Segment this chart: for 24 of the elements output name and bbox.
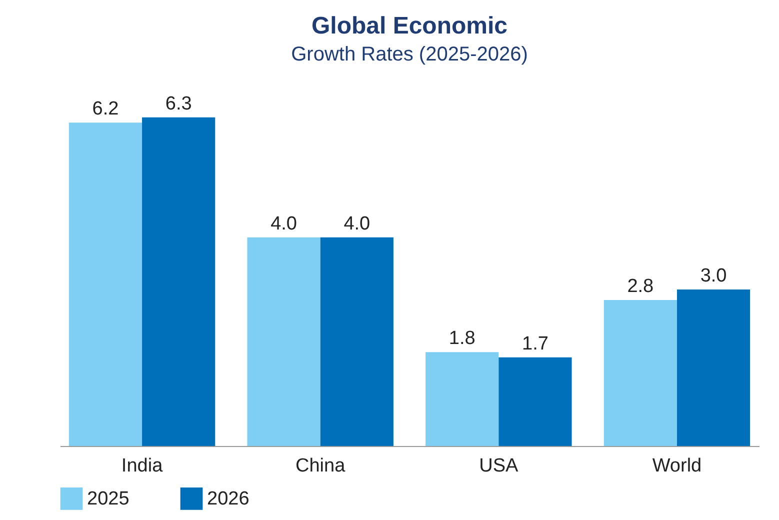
- data-label: 1.8: [448, 328, 476, 350]
- chart-subtitle: Growth Rates (2025-2026): [291, 43, 528, 66]
- bar: [498, 357, 572, 446]
- data-label: 4.0: [270, 213, 297, 234]
- bar: [247, 237, 320, 446]
- x-tick-label: China: [296, 456, 346, 476]
- data-label: 4.0: [344, 213, 370, 234]
- x-tick-label: World: [652, 456, 702, 476]
- x-tick-label: India: [121, 456, 164, 476]
- bar: [604, 300, 677, 446]
- bar: [676, 290, 750, 446]
- chart-title: Global Economic: [311, 12, 508, 40]
- bar: [426, 352, 499, 446]
- x-tick-label: USA: [479, 456, 519, 476]
- bar: [320, 237, 394, 446]
- data-label: 2.8: [627, 276, 654, 297]
- bar: [142, 117, 216, 446]
- legend-label: 2026: [207, 488, 250, 510]
- legend-label: 2025: [87, 488, 130, 510]
- bar: [68, 122, 142, 446]
- data-label: 1.7: [522, 333, 548, 354]
- data-label: 6.3: [165, 93, 192, 114]
- data-label: 6.2: [92, 98, 119, 120]
- data-label: 3.0: [700, 266, 727, 287]
